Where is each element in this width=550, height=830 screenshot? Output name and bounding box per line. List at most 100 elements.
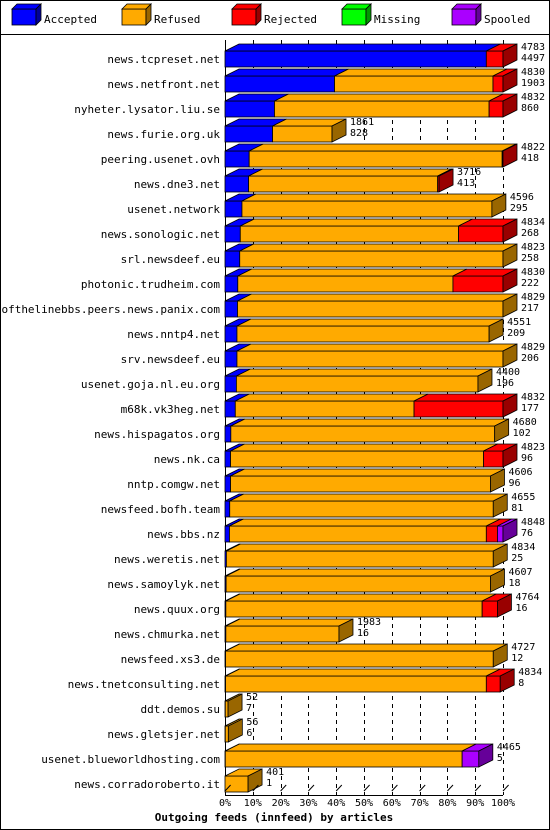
value-total: 401 <box>266 767 284 778</box>
value-total: 4829 <box>521 342 545 353</box>
value-accepted: 258 <box>521 253 539 264</box>
bar-end-face <box>491 193 507 218</box>
tick-label: 70% <box>411 798 429 809</box>
value-accepted: 18 <box>508 578 520 589</box>
bar-segment-refused <box>241 200 493 218</box>
value-accepted: 16 <box>357 628 369 639</box>
bar-end-face <box>227 693 243 718</box>
bar-segment-accepted <box>224 375 237 393</box>
bar-row <box>224 68 518 93</box>
bar-segment-top <box>225 743 477 752</box>
value-total: 4823 <box>521 442 545 453</box>
bar-segment-accepted <box>224 200 243 218</box>
bar-row <box>224 693 243 718</box>
chart-x-axis-title: Outgoing feeds (innfeed) by articles <box>155 811 393 824</box>
bar-segment-top <box>230 443 498 452</box>
tick-mark <box>502 784 509 792</box>
bar-segment-top <box>248 168 452 177</box>
bar-segment-top <box>240 218 473 227</box>
bar-segment-accepted <box>224 325 238 343</box>
chart-axis: 0% 10% 20% 30% 40% 50% 60% 70% 80% 90% 100% <box>219 784 515 809</box>
bar-end-face <box>502 343 518 368</box>
value-accepted: 222 <box>521 278 539 289</box>
chart-value-labels: 4783449748301903483286018618284822418371… <box>246 42 545 789</box>
bar-row <box>224 318 504 343</box>
value-total: 4830 <box>521 267 545 278</box>
tick-label: 100% <box>491 798 515 809</box>
value-accepted: 6 <box>246 728 252 739</box>
legend-swatch-side <box>145 3 152 26</box>
row-label: endofthelinebbs.peers.news.panix.com <box>0 303 220 316</box>
value-total: 4834 <box>511 542 535 553</box>
bar-row <box>224 418 510 443</box>
bar-segment-refused <box>248 150 503 168</box>
bar-segment-top <box>230 418 509 427</box>
row-label: ddt.demos.su <box>141 703 220 716</box>
value-total: 52 <box>246 692 258 703</box>
bar-segment-refused <box>229 525 487 543</box>
tick-label: 30% <box>299 798 317 809</box>
chart-bars <box>224 43 518 793</box>
value-accepted: 12 <box>511 653 523 664</box>
bar-segment-refused <box>237 300 504 318</box>
bar-segment-rejected <box>452 275 504 293</box>
bar-row <box>224 168 454 193</box>
bar-segment-accepted <box>224 125 273 143</box>
bar-segment-top <box>241 193 507 202</box>
bar-end-face <box>502 93 518 118</box>
value-total: 4606 <box>508 467 532 478</box>
row-label: news.dne3.net <box>134 178 220 191</box>
legend-label: Missing <box>374 13 420 26</box>
bar-row <box>224 743 494 768</box>
bar-segment-refused <box>225 675 487 693</box>
bar-segment-refused <box>225 625 340 643</box>
bar-segment-accepted <box>224 475 231 493</box>
bar-segment-top <box>225 668 501 677</box>
legend-swatch <box>451 8 477 26</box>
tick-mark <box>280 784 287 792</box>
legend-item-accepted: Accepted <box>11 3 97 26</box>
bar-segment-refused <box>334 75 494 93</box>
bar-segment-refused <box>225 650 494 668</box>
bar-segment-accepted <box>224 175 250 193</box>
row-label: news.tcpreset.net <box>107 53 220 66</box>
legend-swatch <box>341 8 367 26</box>
legend-label: Spooled <box>484 13 530 26</box>
bar-end-face <box>492 493 508 518</box>
row-label: newsfeed.xs3.de <box>121 653 220 666</box>
bar-segment-refused <box>230 425 496 443</box>
bar-segment-rejected <box>488 100 504 118</box>
legend-swatch <box>11 8 37 26</box>
value-total: 1861 <box>350 117 374 128</box>
value-total: 4764 <box>515 592 539 603</box>
tick-mark <box>308 784 315 792</box>
value-total: 56 <box>246 717 258 728</box>
value-accepted: 206 <box>521 353 539 364</box>
bar-segment-refused <box>225 550 494 568</box>
bar-segment-spooled <box>461 750 480 768</box>
value-accepted: 5 <box>497 753 503 764</box>
bar-segment-accepted <box>224 225 241 243</box>
legend-swatch <box>121 8 147 26</box>
value-accepted: 1 <box>266 778 272 789</box>
value-accepted: 25 <box>511 553 523 564</box>
row-label: news.netfront.net <box>107 78 220 91</box>
bar-segment-refused <box>237 275 454 293</box>
value-accepted: 96 <box>521 453 533 464</box>
bar-row <box>224 768 263 793</box>
bar-segment-top <box>237 293 518 302</box>
bar-segment-accepted <box>224 75 335 93</box>
value-total: 3716 <box>457 167 481 178</box>
value-accepted: 81 <box>511 503 523 514</box>
bar-segment-top <box>236 318 504 327</box>
value-total: 4680 <box>513 417 537 428</box>
bar-segment-refused <box>224 725 229 743</box>
row-label: usenet.network <box>127 203 220 216</box>
value-accepted: 860 <box>521 103 539 114</box>
bar-segment-top <box>237 268 468 277</box>
bar-row <box>224 593 512 618</box>
tick-label: 40% <box>327 798 345 809</box>
value-accepted: 16 <box>515 603 527 614</box>
bar-segment-refused <box>229 500 494 518</box>
bar-segment-refused <box>224 775 249 793</box>
